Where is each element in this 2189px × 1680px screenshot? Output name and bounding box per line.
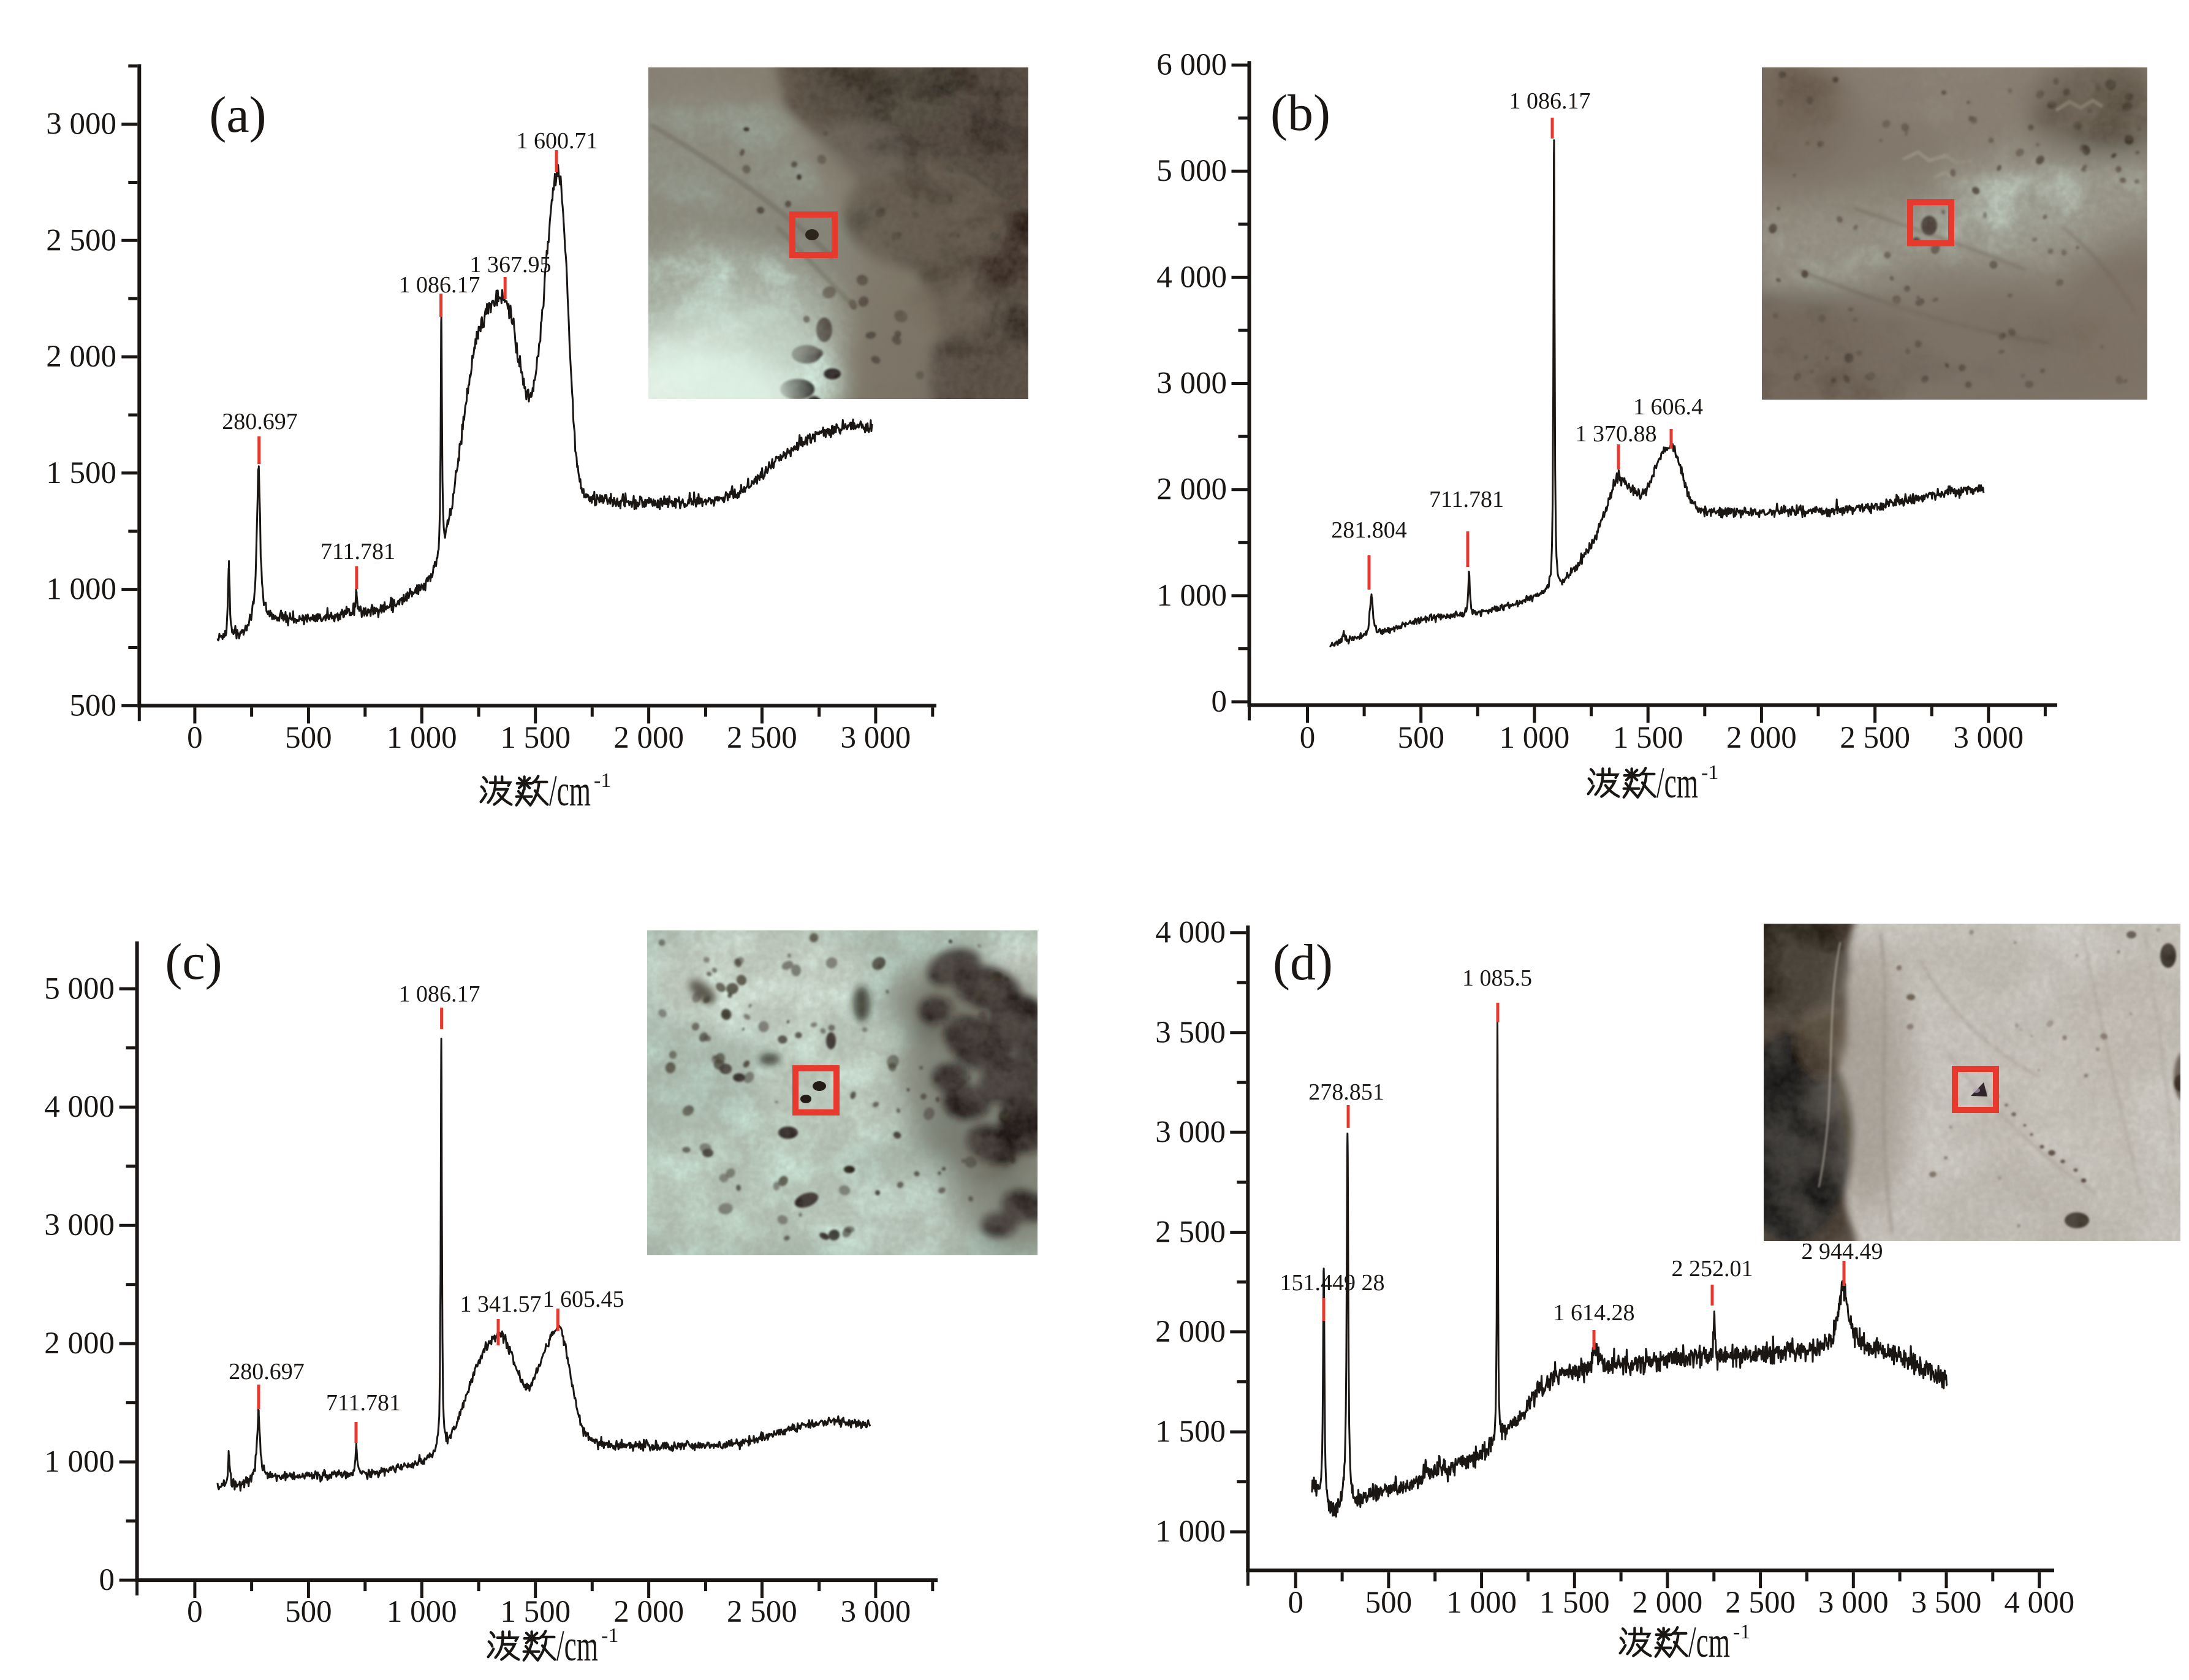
svg-text:2 000: 2 000 — [1633, 1586, 1703, 1620]
svg-text:1 000: 1 000 — [46, 572, 116, 607]
svg-text:3 000: 3 000 — [841, 721, 911, 755]
svg-text:1 000: 1 000 — [1500, 721, 1570, 755]
svg-text:/cm: /cm — [1688, 1617, 1730, 1667]
svg-text:/cm: /cm — [1656, 758, 1698, 807]
svg-text:278.851: 278.851 — [1308, 1079, 1384, 1105]
svg-text:2 944.49: 2 944.49 — [1802, 1239, 1883, 1264]
svg-text:(c): (c) — [165, 933, 222, 990]
svg-text:2 252.01: 2 252.01 — [1672, 1256, 1753, 1282]
svg-text:6 000: 6 000 — [1156, 48, 1227, 82]
svg-text:3 000: 3 000 — [44, 1208, 115, 1242]
svg-text:/cm: /cm — [556, 1621, 598, 1670]
svg-text:280.697: 280.697 — [222, 409, 298, 435]
svg-text:-1: -1 — [1701, 761, 1718, 784]
svg-text:2 000: 2 000 — [613, 1595, 684, 1629]
svg-text:(d): (d) — [1273, 934, 1333, 991]
svg-text:2 000: 2 000 — [1155, 1315, 1226, 1349]
svg-text:2 000: 2 000 — [44, 1326, 115, 1361]
svg-text:1 600.71: 1 600.71 — [517, 128, 598, 154]
svg-text:0: 0 — [1212, 685, 1227, 719]
svg-text:500: 500 — [1397, 721, 1444, 755]
svg-text:711.781: 711.781 — [321, 539, 395, 564]
svg-text:-1: -1 — [1733, 1621, 1750, 1643]
svg-text:3 000: 3 000 — [1818, 1586, 1889, 1620]
svg-text:1 606.4: 1 606.4 — [1633, 394, 1703, 420]
svg-text:0: 0 — [99, 1563, 115, 1597]
svg-text:151.449 28: 151.449 28 — [1280, 1270, 1385, 1296]
svg-text:0: 0 — [1300, 721, 1316, 755]
svg-text:4 000: 4 000 — [1156, 260, 1227, 294]
svg-text:1 500: 1 500 — [500, 1595, 571, 1629]
svg-text:2 500: 2 500 — [1725, 1586, 1796, 1620]
svg-text:0: 0 — [1288, 1586, 1303, 1620]
svg-text:1 500: 1 500 — [1613, 721, 1683, 755]
svg-text:3 000: 3 000 — [841, 1595, 911, 1629]
svg-text:0: 0 — [187, 1595, 203, 1629]
svg-text:1 000: 1 000 — [1155, 1515, 1226, 1549]
svg-text:2 000: 2 000 — [1156, 473, 1227, 507]
svg-text:3 000: 3 000 — [1953, 721, 2024, 755]
svg-text:1 370.88: 1 370.88 — [1576, 421, 1657, 447]
svg-text:4 000: 4 000 — [2004, 1586, 2074, 1620]
svg-text:1 000: 1 000 — [387, 1595, 457, 1629]
svg-text:2 500: 2 500 — [1155, 1215, 1226, 1250]
svg-text:1 085.5: 1 085.5 — [1462, 965, 1532, 991]
svg-text:(b): (b) — [1270, 85, 1330, 142]
svg-text:2 500: 2 500 — [727, 1595, 797, 1629]
svg-text:1 605.45: 1 605.45 — [543, 1287, 624, 1312]
svg-text:1 341.57: 1 341.57 — [460, 1291, 542, 1317]
svg-text:1 000: 1 000 — [1446, 1586, 1517, 1620]
svg-text:2 500: 2 500 — [46, 223, 116, 257]
svg-text:-1: -1 — [601, 1624, 618, 1647]
svg-text:(a): (a) — [209, 86, 266, 143]
svg-text:1 500: 1 500 — [1155, 1415, 1226, 1449]
svg-text:280.697: 280.697 — [229, 1359, 305, 1385]
svg-text:2 000: 2 000 — [1726, 721, 1797, 755]
svg-text:3 000: 3 000 — [1156, 367, 1227, 401]
svg-text:500: 500 — [1365, 1586, 1413, 1620]
svg-text:3 500: 3 500 — [1911, 1586, 1982, 1620]
svg-text:4 000: 4 000 — [1155, 916, 1226, 950]
svg-text:-1: -1 — [594, 769, 611, 792]
svg-text:4 000: 4 000 — [44, 1090, 115, 1124]
svg-text:281.804: 281.804 — [1331, 517, 1407, 543]
svg-text:1 086.17: 1 086.17 — [399, 272, 480, 298]
svg-text:711.781: 711.781 — [326, 1390, 401, 1416]
svg-text:1 086.17: 1 086.17 — [399, 981, 480, 1007]
svg-text:0: 0 — [187, 721, 203, 755]
svg-text:500: 500 — [70, 688, 117, 723]
svg-text:500: 500 — [285, 721, 332, 755]
svg-text:2 000: 2 000 — [46, 340, 116, 374]
svg-text:3 000: 3 000 — [46, 107, 116, 142]
svg-text:1 614.28: 1 614.28 — [1554, 1300, 1635, 1326]
svg-text:1 500: 1 500 — [1539, 1586, 1610, 1620]
svg-text:1 086.17: 1 086.17 — [1509, 88, 1591, 114]
svg-text:1 500: 1 500 — [500, 721, 571, 755]
svg-text:/cm: /cm — [549, 766, 591, 815]
svg-text:1 000: 1 000 — [387, 721, 457, 755]
svg-text:2 000: 2 000 — [613, 721, 684, 755]
svg-text:2 500: 2 500 — [1840, 721, 1910, 755]
svg-text:5 000: 5 000 — [1156, 154, 1227, 188]
svg-text:1 000: 1 000 — [44, 1445, 115, 1479]
svg-text:1 367.95: 1 367.95 — [470, 252, 552, 278]
svg-text:3 000: 3 000 — [1155, 1115, 1226, 1149]
svg-text:711.781: 711.781 — [1429, 487, 1504, 512]
svg-text:500: 500 — [285, 1595, 332, 1629]
svg-text:1 500: 1 500 — [46, 456, 116, 490]
svg-text:2 500: 2 500 — [727, 721, 797, 755]
svg-text:5 000: 5 000 — [44, 971, 115, 1006]
svg-text:1 000: 1 000 — [1156, 579, 1227, 613]
svg-text:3 500: 3 500 — [1155, 1016, 1226, 1050]
